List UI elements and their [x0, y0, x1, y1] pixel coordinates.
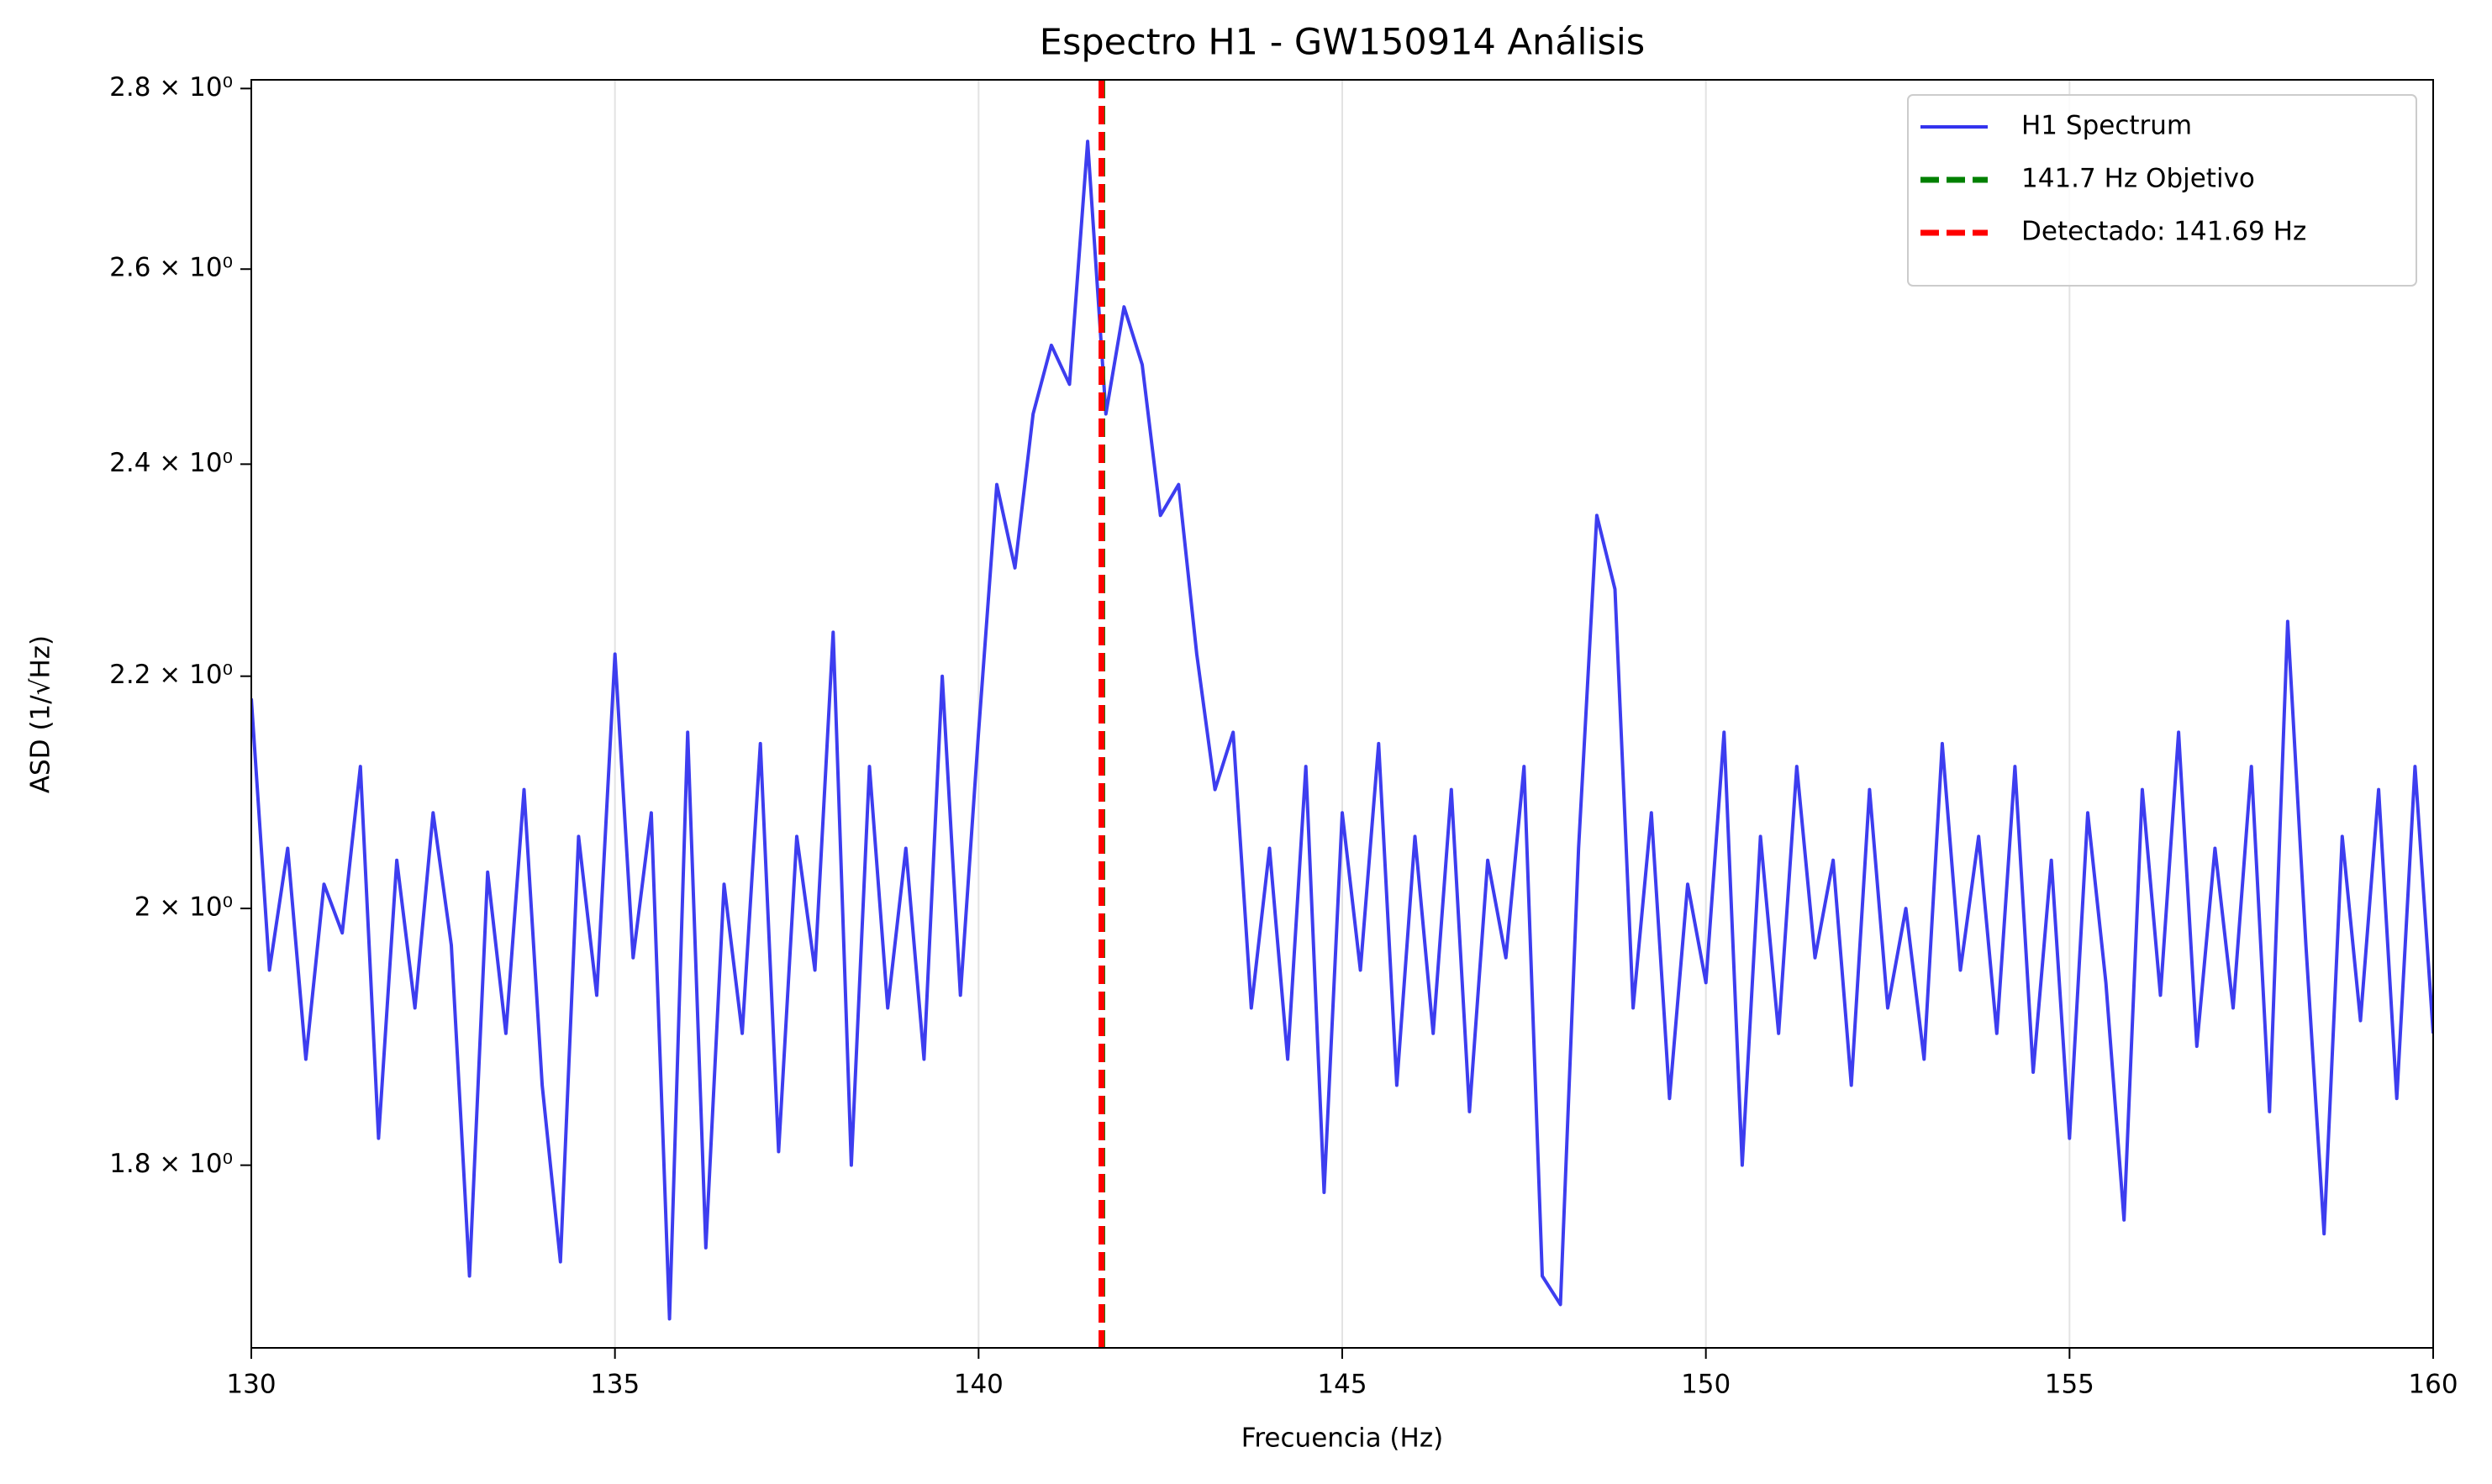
y-tick-label: 1.8 × 10⁰: [109, 1149, 233, 1179]
x-tick-label: 130: [226, 1370, 276, 1400]
y-tick-label: 2.8 × 10⁰: [109, 72, 233, 103]
x-tick-label: 150: [1681, 1370, 1731, 1400]
y-tick-label: 2.2 × 10⁰: [109, 660, 233, 690]
legend-box: [1907, 94, 2417, 287]
legend-label: H1 Spectrum: [2021, 111, 2192, 141]
x-tick-label: 135: [590, 1370, 640, 1400]
legend-label: Detectado: 141.69 Hz: [2021, 217, 2306, 247]
y-axis-label: ASD (1/√Hz): [26, 635, 56, 793]
x-tick-label: 140: [954, 1370, 1004, 1400]
data-line: [251, 139, 2433, 1321]
legend-label: 141.7 Hz Objetivo: [2021, 164, 2255, 194]
y-tick-label: 2 × 10⁰: [134, 892, 233, 923]
x-tick-label: 145: [1317, 1370, 1367, 1400]
x-tick-label: 160: [2408, 1370, 2458, 1400]
plot-frame: [250, 79, 2434, 1349]
x-axis-label: Frecuencia (Hz): [1241, 1423, 1443, 1454]
x-tick-label: 155: [2045, 1370, 2094, 1400]
chart-title: Espectro H1 - GW150914 Análisis: [1040, 22, 1645, 64]
y-tick-label: 2.6 × 10⁰: [109, 253, 233, 283]
y-tick-label: 2.4 × 10⁰: [109, 448, 233, 478]
